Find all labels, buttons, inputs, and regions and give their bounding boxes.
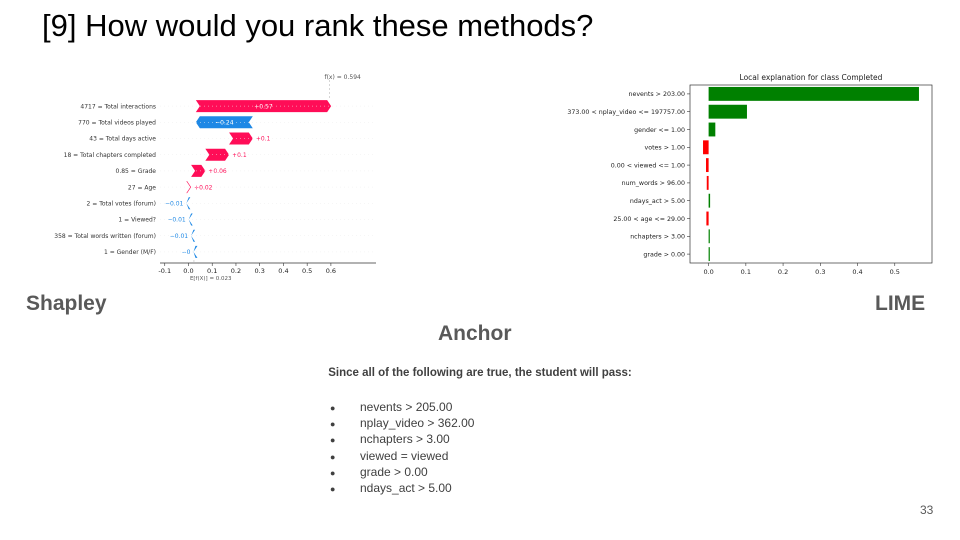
anchor-rule: ● nplay_video > 362.00	[330, 415, 474, 431]
waterfall-value-label: −0.01	[165, 201, 184, 208]
bullet-icon: ●	[330, 419, 336, 430]
x-tick-label: 0.3	[815, 268, 825, 276]
lime-bar	[708, 104, 747, 119]
waterfall-feature-label: 1 = Viewed?	[118, 217, 156, 224]
x-tick-label: 0.0	[183, 267, 193, 275]
lime-category-label: 373.00 < nplay_video <= 197757.00	[567, 109, 685, 116]
lime-category-label: 0.00 < viewed <= 1.00	[611, 162, 685, 169]
waterfall-value-label: +0.02	[194, 184, 213, 191]
page-number: 33	[920, 503, 934, 517]
waterfall-bar	[188, 213, 193, 226]
bullet-icon: ●	[330, 435, 336, 446]
lime-bar	[703, 140, 709, 155]
anchor-rule-text: viewed = viewed	[360, 448, 449, 463]
waterfall-feature-label: 27 = Age	[128, 184, 156, 191]
plot-frame	[689, 84, 933, 264]
lime-bar	[708, 193, 711, 208]
lime-bar	[706, 158, 709, 173]
anchor-rule-text: nevents > 205.00	[360, 400, 453, 414]
waterfall-feature-label: 1 = Gender (M/F)	[104, 249, 156, 256]
waterfall-value-label: +0.1	[232, 152, 247, 159]
lime-bar	[708, 247, 710, 262]
waterfall-feature-label: 2 = Total votes (forum)	[87, 201, 156, 208]
lime-category-label: votes > 1.00	[644, 145, 685, 152]
anchor-rule: ● nevents > 205.00	[330, 399, 474, 415]
waterfall-feature-label: 0.85 = Grade	[116, 168, 157, 175]
waterfall-bar	[195, 100, 332, 113]
waterfall-feature-label: 18 = Total chapters completed	[64, 152, 157, 159]
bullet-icon: ●	[330, 483, 336, 494]
anchor-rule-text: grade > 0.00	[360, 464, 428, 479]
shapley-label: Shapley	[26, 292, 107, 315]
waterfall-bar	[193, 245, 198, 258]
anchor-rule-list: ● nevents > 205.00 ● nplay_video > 362.00 ● n…	[330, 399, 474, 496]
lime-explanation-chart: Local explanation for class Completed nev…	[567, 73, 933, 276]
waterfall-value-label: +0.57	[254, 103, 273, 110]
waterfall-feature-label: 4717 = Total interactions	[80, 103, 156, 110]
anchor-rule: ● ndays_act > 5.00	[330, 480, 474, 496]
waterfall-bar	[186, 197, 191, 210]
waterfall-bar	[191, 229, 196, 242]
lime-category-label: gender <= 1.00	[634, 127, 685, 134]
lime-category-label: num_words > 96.00	[622, 180, 685, 187]
anchor-label: Anchor	[438, 322, 512, 345]
fx-label: f(x) = 0.594	[324, 74, 361, 81]
anchor-rule-text: nchapters > 3.00	[360, 432, 450, 447]
waterfall-feature-label: 770 = Total videos played	[78, 120, 156, 127]
lime-chart-title: Local explanation for class Completed	[740, 73, 883, 82]
lime-bar	[708, 229, 710, 244]
lime-bar	[706, 175, 709, 190]
waterfall-value-label: −0.01	[167, 217, 186, 224]
anchor-rule: ● grade > 0.00	[330, 464, 474, 480]
x-tick-label: 0.0	[703, 268, 713, 276]
waterfall-feature-label: 43 = Total days active	[89, 136, 156, 143]
bullet-icon: ●	[330, 467, 336, 478]
x-tick-label: 0.5	[890, 268, 900, 276]
x-tick-label: -0.1	[158, 267, 171, 275]
lime-category-label: 25.00 < age <= 29.00	[613, 216, 685, 223]
anchor-rule-text: ndays_act > 5.00	[360, 480, 452, 495]
bullet-icon: ●	[330, 451, 336, 462]
bullet-icon: ●	[330, 403, 336, 413]
x-tick-label: 0.3	[255, 267, 265, 275]
x-tick-label: 0.1	[741, 268, 751, 276]
x-tick-label: 0.4	[278, 267, 288, 275]
waterfall-bar	[205, 148, 230, 161]
shapley-waterfall-chart: f(x) = 0.594 +0.57 4717 = Total interactio…	[54, 74, 376, 281]
x-tick-label: 0.2	[778, 268, 788, 276]
x-tick-label: 0.6	[326, 267, 336, 275]
x-tick-label: 0.5	[302, 267, 312, 275]
lime-category-label: nchapters > 3.00	[630, 234, 685, 241]
x-tick-label: 0.1	[207, 267, 217, 275]
waterfall-bar	[191, 164, 206, 177]
waterfall-value-label: −0	[182, 249, 191, 256]
slide-title: [9] How would you rank these methods?	[42, 8, 594, 43]
lime-label: LIME	[875, 292, 926, 315]
x-tick-label: 0.4	[852, 268, 862, 276]
x-tick-label: 0.2	[231, 267, 241, 275]
efx-label: E[f(X)] = 0.023	[190, 276, 232, 281]
waterfall-feature-label: 358 = Total words written (forum)	[54, 233, 156, 240]
anchor-rule-text: nplay_video > 362.00	[360, 416, 475, 431]
lime-category-label: nevents > 203.00	[628, 91, 685, 98]
lime-category-label: ndays_act > 5.00	[630, 198, 685, 205]
lime-bar	[708, 122, 716, 137]
lime-bar	[708, 86, 919, 101]
lime-bar	[706, 211, 709, 226]
anchor-rule: ● nchapters > 3.00	[330, 431, 474, 447]
lime-category-label: grade > 0.00	[643, 251, 685, 258]
anchor-rule: ● viewed = viewed	[330, 448, 474, 464]
waterfall-value-label: −0.24	[215, 120, 234, 127]
waterfall-value-label: +0.1	[256, 136, 271, 143]
waterfall-value-label: +0.06	[208, 168, 227, 175]
waterfall-value-label: −0.01	[170, 233, 189, 240]
anchor-caption: Since all of the following are true, the…	[328, 367, 632, 379]
